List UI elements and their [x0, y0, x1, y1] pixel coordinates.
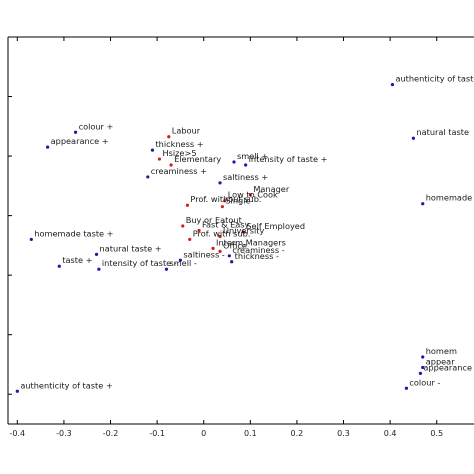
data-point [421, 202, 425, 206]
x-tick-label: -0.4 [10, 429, 26, 438]
data-point-label: homem [426, 346, 457, 356]
data-point [218, 234, 222, 239]
data-point-label: Low to Cook [228, 190, 278, 200]
data-point-label: appearance + [51, 136, 109, 146]
data-point-label: appear [426, 356, 455, 366]
data-point [46, 145, 50, 149]
data-point [157, 157, 162, 161]
data-point-label: Single [225, 196, 250, 206]
data-point [227, 254, 231, 258]
data-point [218, 249, 222, 253]
data-point [218, 181, 222, 185]
data-point [248, 193, 252, 197]
data-point [390, 83, 395, 87]
data-point-label: authenticity of taste + [20, 380, 112, 390]
x-tick-label: 0.5 [430, 429, 443, 438]
data-point-label: University [223, 225, 264, 235]
data-point [223, 199, 227, 203]
data-point-label: Self Employed [246, 221, 305, 231]
data-point [97, 267, 101, 271]
x-tick-label: 0.1 [244, 429, 257, 438]
data-point [167, 135, 171, 139]
data-point [411, 136, 416, 140]
data-point-label: Fast & Easy [202, 220, 249, 230]
data-point [230, 260, 234, 264]
data-point-label: intensity of taste - [102, 258, 177, 268]
data-point [404, 386, 409, 390]
data-point [150, 148, 155, 152]
data-point-label: Prof. without sub. [190, 194, 261, 204]
x-tick-label: -0.1 [149, 429, 165, 438]
x-tick-label: -0.3 [56, 429, 72, 438]
x-tick-label: 0.3 [337, 429, 350, 438]
data-point-label: creaminess - [232, 245, 284, 255]
data-point-label: thickness - [235, 251, 279, 261]
data-point-label: colour + [79, 121, 114, 131]
data-point-label: creaminess + [151, 166, 207, 176]
data-point [15, 389, 19, 393]
data-point-label: intensity of taste + [249, 154, 328, 164]
data-point [146, 175, 150, 179]
data-point [57, 264, 61, 268]
data-point-label: natural taste + [100, 243, 162, 253]
data-point-label: thickness + [155, 139, 203, 149]
data-point [29, 237, 33, 242]
data-point [169, 163, 173, 167]
x-tick-label: 0 [201, 429, 206, 438]
data-point-label: colour - [409, 377, 440, 387]
data-point [220, 205, 224, 209]
data-point-label: saltiness + [223, 172, 268, 182]
data-point [421, 365, 425, 370]
data-point-label: homemade taste [426, 193, 474, 203]
data-point-label: smell + [237, 151, 268, 161]
data-point [197, 228, 201, 233]
data-point [94, 252, 99, 256]
x-tick-label: 0.4 [384, 429, 397, 438]
data-point [164, 267, 169, 271]
data-point-label: Interm.Managers [216, 237, 286, 247]
data-point [73, 130, 78, 134]
data-point-label: natural taste [416, 127, 469, 137]
data-point [241, 230, 245, 234]
data-point-label: Elementary [174, 154, 221, 164]
data-point [211, 246, 215, 250]
data-point-label: Office [223, 240, 247, 250]
data-point-label: smell - [169, 258, 196, 268]
data-point-label: Prof. with sub. [193, 228, 251, 238]
data-point-label: Buy or Eatout [186, 215, 243, 225]
data-point [185, 203, 190, 207]
x-tick-label: 0.2 [291, 429, 304, 438]
data-point-label: taste + [62, 255, 92, 265]
data-point [178, 258, 183, 262]
data-point [244, 163, 248, 167]
data-point-label: Labour [172, 126, 201, 136]
x-tick-label: -0.2 [103, 429, 119, 438]
data-point-label: Manager [253, 184, 290, 194]
data-point-label: Hsize>5 [162, 148, 196, 158]
data-point-label: saltiness - [183, 249, 224, 259]
data-point [181, 224, 185, 228]
data-point [232, 160, 236, 164]
data-point-label: homemade taste + [34, 228, 113, 238]
data-point [421, 355, 425, 359]
data-point [188, 237, 192, 242]
data-point-label: authenticity of taste [395, 74, 474, 84]
data-point [418, 371, 423, 375]
data-point-label: appearance - [423, 362, 474, 372]
